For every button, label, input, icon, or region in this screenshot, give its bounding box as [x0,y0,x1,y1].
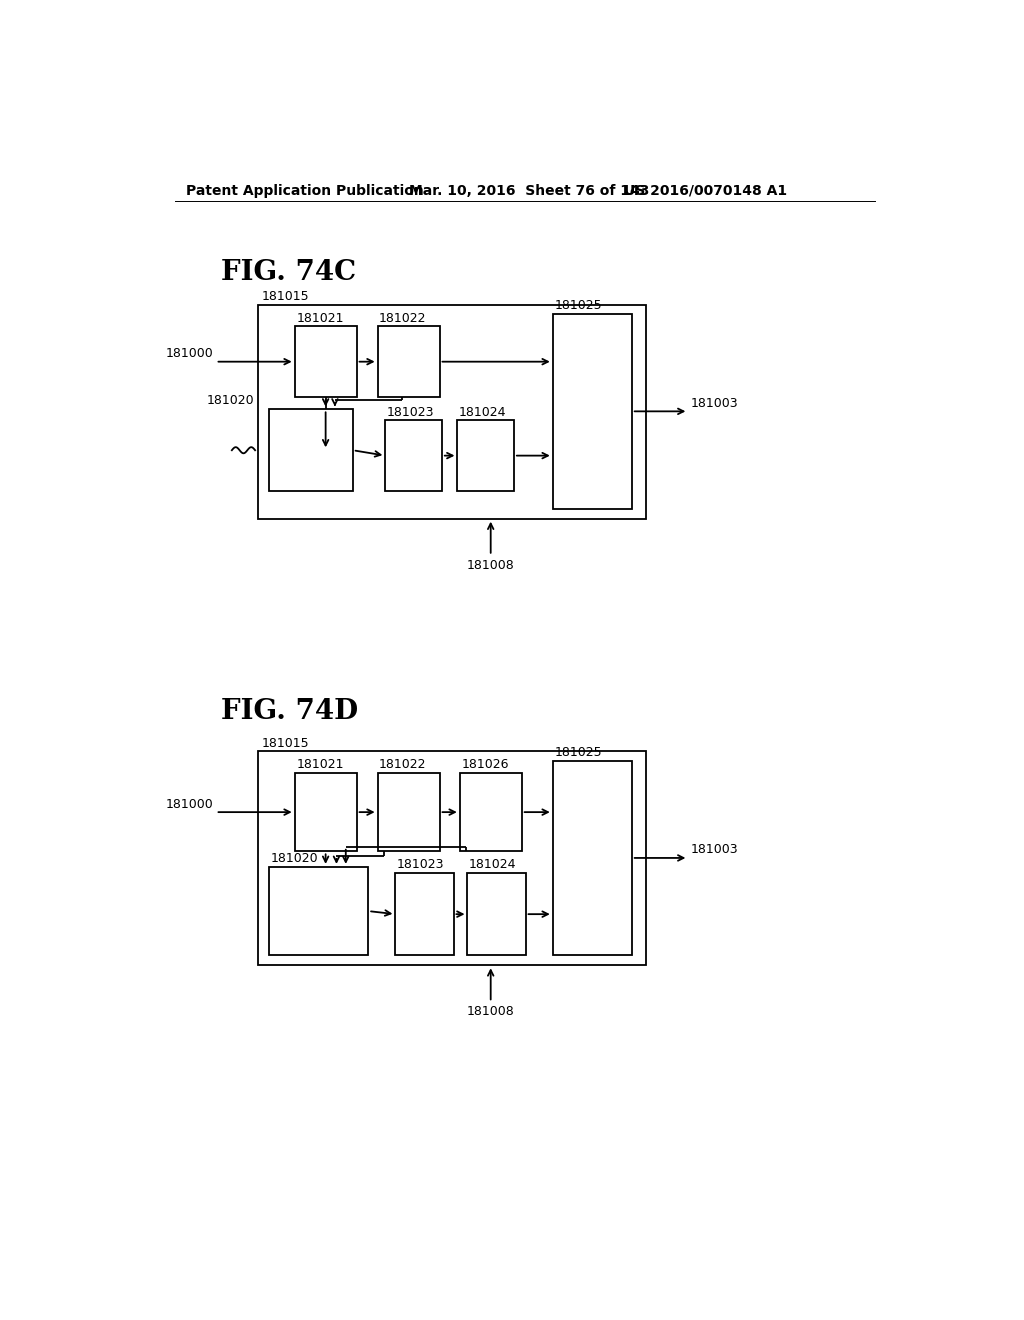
Bar [269,867,369,956]
Text: US 2016/0070148 A1: US 2016/0070148 A1 [624,183,787,198]
Text: 181026: 181026 [461,758,509,771]
Text: 181024: 181024 [469,858,516,871]
Text: 181000: 181000 [166,797,213,810]
Text: FIG. 74D: FIG. 74D [221,698,358,725]
Bar [378,326,439,397]
Text: 181003: 181003 [690,843,738,857]
Text: Mar. 10, 2016  Sheet 76 of 143: Mar. 10, 2016 Sheet 76 of 143 [409,183,649,198]
Bar [385,420,442,491]
Text: 181003: 181003 [690,397,738,409]
Text: 181025: 181025 [554,300,602,313]
Bar [295,326,356,397]
Bar [553,760,632,956]
Text: 181023: 181023 [387,405,434,418]
Bar [458,420,514,491]
Bar [258,305,646,519]
Text: Patent Application Publication: Patent Application Publication [186,183,424,198]
Bar [258,751,646,965]
Text: 181021: 181021 [296,758,344,771]
Text: 181024: 181024 [459,405,507,418]
Text: 181015: 181015 [262,737,309,750]
Text: 181025: 181025 [554,746,602,759]
Text: 181008: 181008 [467,1006,515,1019]
Text: 181023: 181023 [397,858,444,871]
Text: FIG. 74C: FIG. 74C [221,259,356,286]
Bar [295,774,356,851]
Bar [395,873,454,956]
Bar [553,314,632,508]
Bar [269,409,352,491]
Text: 181020: 181020 [207,395,254,407]
Text: 181015: 181015 [262,290,309,304]
Text: 181021: 181021 [296,312,344,325]
Bar [467,873,525,956]
Text: 181022: 181022 [379,758,427,771]
Bar [460,774,521,851]
Bar [378,774,439,851]
Text: 181022: 181022 [379,312,427,325]
Text: 181008: 181008 [467,558,515,572]
Text: 181000: 181000 [166,347,213,360]
Text: 181020: 181020 [270,853,318,866]
